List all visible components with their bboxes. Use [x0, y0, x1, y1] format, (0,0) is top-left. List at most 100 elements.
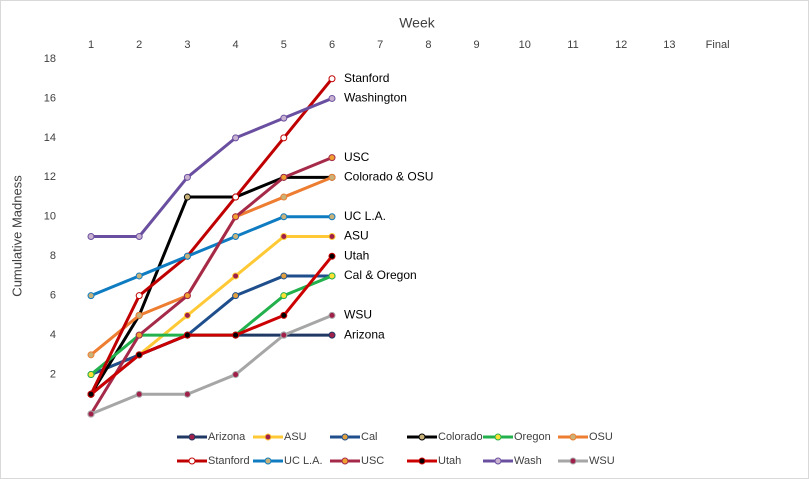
legend-marker [341, 457, 349, 465]
point [280, 173, 288, 181]
legend-label: Utah [438, 455, 461, 467]
point [183, 193, 191, 201]
point [183, 173, 191, 181]
x-tick-label: 8 [425, 39, 431, 51]
legend-label: Arizona [208, 431, 246, 443]
point [232, 371, 240, 379]
x-tick-label: 5 [281, 39, 287, 51]
legend-marker [569, 457, 577, 465]
y-tick-label: 16 [44, 92, 56, 104]
x-tick-label: Final [706, 39, 730, 51]
x-tick-label: 11 [567, 39, 578, 51]
annotation: Utah [344, 248, 369, 262]
legend-marker [569, 433, 577, 441]
legend-marker [188, 457, 196, 465]
point [232, 272, 240, 280]
point [280, 292, 288, 300]
point [280, 213, 288, 221]
point [135, 272, 143, 280]
point [183, 292, 191, 300]
series-line [90, 314, 333, 416]
legend-marker [494, 457, 502, 465]
y-axis-title: Cumulative Madness [9, 175, 24, 297]
point [232, 331, 240, 339]
legend-marker [188, 433, 196, 441]
legend-label: ASU [284, 431, 307, 443]
point [232, 193, 240, 201]
legend-label: OSU [589, 431, 613, 443]
x-tick-label: 2 [136, 39, 142, 51]
point [328, 173, 336, 181]
chart-title: Week [399, 15, 436, 31]
point [87, 390, 95, 398]
point [87, 233, 95, 240]
point [87, 351, 95, 359]
point [232, 134, 240, 142]
legend-label: Stanford [208, 455, 250, 467]
legend-label: UC L.A. [284, 455, 323, 467]
y-tick-label: 10 [44, 211, 56, 223]
x-tick-label: 7 [377, 39, 383, 51]
point [280, 272, 288, 280]
point [135, 233, 143, 240]
y-tick-label: 4 [50, 329, 56, 341]
annotation: Colorado & OSU [344, 170, 433, 184]
y-tick-label: 18 [44, 53, 56, 65]
point [280, 233, 288, 240]
legend-marker [418, 433, 426, 441]
annotation: WSU [344, 308, 372, 322]
point [328, 252, 336, 260]
point [280, 331, 288, 339]
annotation: USC [344, 150, 370, 164]
series-line [90, 255, 334, 396]
series-line [89, 156, 333, 415]
annotation: ASU [344, 229, 369, 243]
legend-marker [341, 433, 349, 441]
y-tick-label: 14 [44, 132, 56, 144]
legend-marker [494, 433, 502, 441]
point [183, 390, 191, 398]
point [135, 292, 143, 300]
annotation: Washington [344, 91, 407, 105]
point [87, 410, 95, 418]
point [135, 311, 143, 319]
point [183, 252, 191, 260]
x-tick-label: 1 [88, 39, 94, 51]
point [328, 233, 336, 240]
legend-label: Wash [514, 455, 542, 467]
legend-marker [264, 457, 272, 465]
y-tick-label: 6 [50, 290, 56, 302]
point [328, 154, 336, 162]
y-tick-label: 8 [50, 250, 56, 262]
point [328, 331, 336, 339]
point [280, 134, 288, 142]
point [328, 213, 336, 221]
point [135, 390, 143, 398]
x-tick-label: 3 [184, 39, 190, 51]
legend-label: Oregon [514, 431, 551, 443]
point [183, 331, 191, 339]
point [280, 114, 288, 122]
point [232, 213, 240, 221]
y-tick-label: 12 [44, 171, 56, 183]
point [280, 193, 288, 201]
point [87, 371, 95, 379]
legend-label: Cal [361, 431, 378, 443]
annotation: Stanford [344, 71, 389, 85]
series-line [91, 97, 333, 238]
point [328, 311, 336, 319]
x-tick-label: 10 [519, 39, 531, 51]
legend-marker [264, 433, 272, 441]
point [135, 351, 143, 359]
series-line [89, 77, 334, 395]
point [87, 292, 95, 300]
x-tick-label: 12 [615, 39, 627, 51]
series-line [90, 215, 332, 298]
x-tick-label: 4 [233, 39, 239, 51]
annotation: Cal & Oregon [344, 268, 417, 282]
legend-label: Colorado [438, 431, 483, 443]
point [328, 94, 336, 102]
legend-marker [418, 457, 426, 465]
